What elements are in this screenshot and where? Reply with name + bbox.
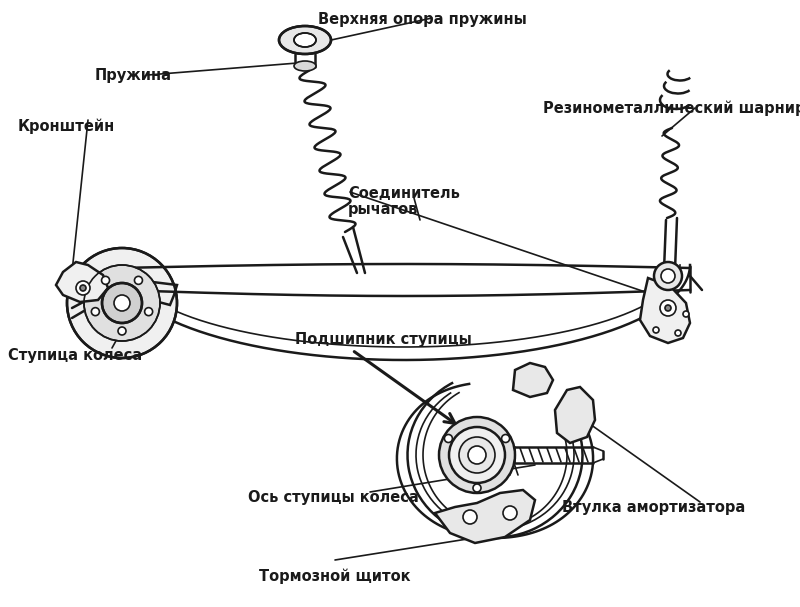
Circle shape xyxy=(683,311,689,317)
Polygon shape xyxy=(56,262,108,302)
Circle shape xyxy=(675,330,681,336)
Text: Ступица колеса: Ступица колеса xyxy=(8,348,142,363)
Circle shape xyxy=(102,283,142,323)
Circle shape xyxy=(468,446,486,464)
Circle shape xyxy=(114,295,130,311)
Circle shape xyxy=(463,510,477,524)
Circle shape xyxy=(502,435,510,443)
Text: Тормозной щиток: Тормозной щиток xyxy=(259,568,410,583)
Circle shape xyxy=(76,281,90,295)
Text: рычагов: рычагов xyxy=(348,202,418,217)
Circle shape xyxy=(80,285,86,291)
Circle shape xyxy=(91,308,99,316)
Circle shape xyxy=(473,484,481,492)
Circle shape xyxy=(449,427,505,483)
Circle shape xyxy=(134,276,142,284)
Circle shape xyxy=(102,276,110,284)
Circle shape xyxy=(653,327,659,333)
Text: Втулка амортизатора: Втулка амортизатора xyxy=(562,500,746,515)
Circle shape xyxy=(503,506,517,520)
Circle shape xyxy=(145,308,153,316)
Circle shape xyxy=(654,262,682,290)
Circle shape xyxy=(118,327,126,335)
Ellipse shape xyxy=(294,33,316,47)
Polygon shape xyxy=(555,387,595,443)
Circle shape xyxy=(84,265,160,341)
Text: Пружина: Пружина xyxy=(95,68,172,83)
Polygon shape xyxy=(110,278,177,305)
Text: Верхняя опора пружины: Верхняя опора пружины xyxy=(318,12,526,27)
Ellipse shape xyxy=(294,61,316,71)
Polygon shape xyxy=(435,490,535,543)
Polygon shape xyxy=(640,278,690,343)
Circle shape xyxy=(665,305,671,311)
Ellipse shape xyxy=(279,26,331,54)
Text: Подшипник ступицы: Подшипник ступицы xyxy=(295,332,472,347)
Circle shape xyxy=(445,435,453,443)
Polygon shape xyxy=(513,363,553,397)
Text: Резинометаллический шарнир: Резинометаллический шарнир xyxy=(543,100,800,115)
Circle shape xyxy=(67,248,177,358)
Circle shape xyxy=(439,417,515,493)
Circle shape xyxy=(661,269,675,283)
Circle shape xyxy=(660,300,676,316)
Text: Кронштейн: Кронштейн xyxy=(18,118,115,134)
Text: Ось ступицы колеса: Ось ступицы колеса xyxy=(248,490,418,505)
Text: Соединитель: Соединитель xyxy=(348,186,460,201)
Circle shape xyxy=(459,437,495,473)
